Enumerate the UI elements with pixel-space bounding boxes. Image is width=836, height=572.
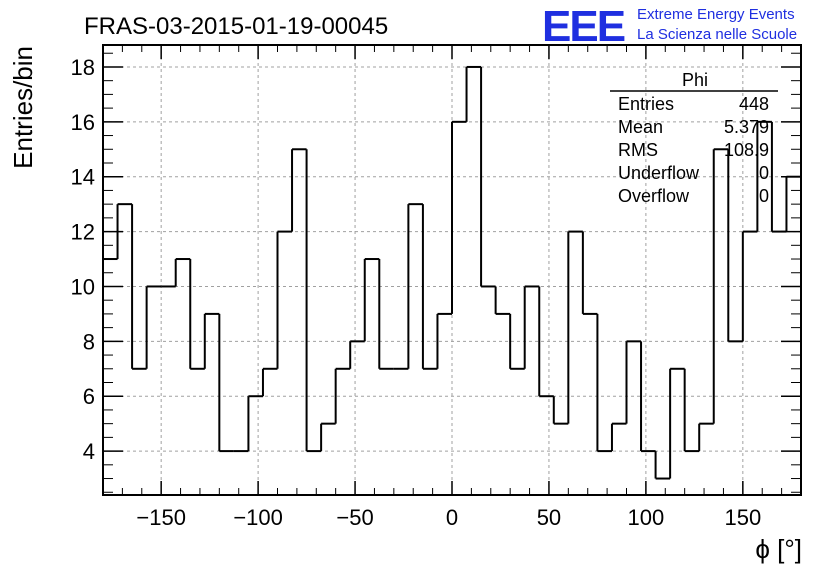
- axis-ticks: [102, 45, 802, 495]
- y-tick-label: 12: [71, 220, 95, 245]
- y-tick-label: 10: [71, 274, 95, 299]
- stats-label-underflow: Underflow: [618, 163, 700, 183]
- stats-value-underflow: 0: [759, 163, 769, 183]
- logo-line1: Extreme Energy Events: [637, 6, 795, 23]
- x-tick-label: −50: [336, 505, 373, 530]
- y-tick-label: 16: [71, 110, 95, 135]
- stats-box: Phi Entries 448 Mean 5.379 RMS 108.9 Und…: [610, 70, 778, 206]
- chart-title: FRAS-03-2015-01-19-00045: [84, 13, 388, 40]
- stats-label-rms: RMS: [618, 140, 658, 160]
- stats-value-entries: 448: [739, 94, 769, 114]
- y-tick-label: 18: [71, 55, 95, 80]
- eee-logo: EEE Extreme Energy Events La Scienza nel…: [542, 2, 797, 51]
- logo-mark: EEE: [542, 2, 625, 51]
- y-tick-label: 8: [83, 329, 95, 354]
- stats-label-entries: Entries: [618, 94, 674, 114]
- y-tick-label: 4: [83, 439, 95, 464]
- x-tick-label: −150: [136, 505, 186, 530]
- x-tick-label: 150: [724, 505, 761, 530]
- logo-line2: La Scienza nelle Scuole: [637, 26, 797, 43]
- x-axis-label: ϕ [°]: [755, 534, 802, 564]
- y-tick-label: 14: [71, 165, 95, 190]
- x-tick-label: 0: [446, 505, 458, 530]
- y-tick-label: 6: [83, 384, 95, 409]
- stats-value-rms: 108.9: [724, 140, 769, 160]
- stats-value-overflow: 0: [759, 186, 769, 206]
- stats-name: Phi: [682, 70, 708, 90]
- stats-label-mean: Mean: [618, 117, 663, 137]
- histogram-bins: [103, 65, 801, 480]
- tick-labels: −150 −100 −50 0 50 100 150 4 6 8 10 12 14 16 18: [71, 55, 762, 530]
- x-tick-label: 50: [537, 505, 561, 530]
- stats-value-mean: 5.379: [724, 117, 769, 137]
- x-tick-label: −100: [233, 505, 283, 530]
- stats-label-overflow: Overflow: [618, 186, 690, 206]
- x-tick-label: 100: [628, 505, 665, 530]
- y-axis-label: Entries/bin: [8, 46, 38, 169]
